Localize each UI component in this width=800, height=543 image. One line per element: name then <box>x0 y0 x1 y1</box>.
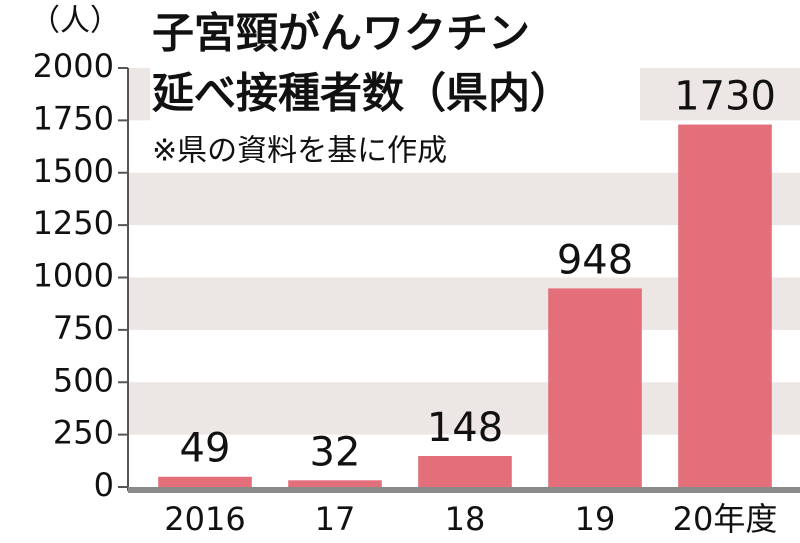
bar <box>288 480 382 487</box>
y-tick-label: 1250 <box>33 204 114 242</box>
y-tick-label: 2000 <box>33 47 114 85</box>
marks: 2016 49 17 32 18 148 19 948 20年度 1730 <box>158 74 777 538</box>
note: ※県の資料を基に作成 <box>152 134 447 169</box>
y-tick-label: 250 <box>53 414 114 452</box>
axes: 0 250 500 750 1000 1250 1500 1750 2000 <box>33 47 800 504</box>
x-tick-label: 18 <box>445 500 486 538</box>
value-label: 148 <box>427 405 503 451</box>
value-label: 1730 <box>674 74 776 120</box>
value-label: 32 <box>310 429 361 475</box>
y-tick-label: 500 <box>53 361 114 399</box>
x-tick-label: 17 <box>315 500 356 538</box>
chart-title: 延べ接種者数（県内） <box>152 69 572 118</box>
y-unit: （人） <box>30 4 120 39</box>
y-tick-label: 1000 <box>33 257 114 295</box>
x-tick-label: 2016 <box>164 500 245 538</box>
x-tick-label: 20年度 <box>673 500 778 538</box>
y-tick-label: 1750 <box>33 99 114 137</box>
chart-title: 子宮頸がんワクチン <box>152 9 530 58</box>
value-label: 49 <box>180 426 231 472</box>
bar <box>158 476 252 487</box>
bar <box>418 455 512 487</box>
title-background <box>150 4 640 122</box>
y-tick-label: 750 <box>53 309 114 347</box>
value-label: 948 <box>557 237 633 283</box>
bar <box>548 288 642 487</box>
x-tick-label: 19 <box>575 500 616 538</box>
bar <box>678 124 772 487</box>
y-tick-label: 1500 <box>33 152 114 190</box>
y-tick-label: 0 <box>94 466 114 504</box>
